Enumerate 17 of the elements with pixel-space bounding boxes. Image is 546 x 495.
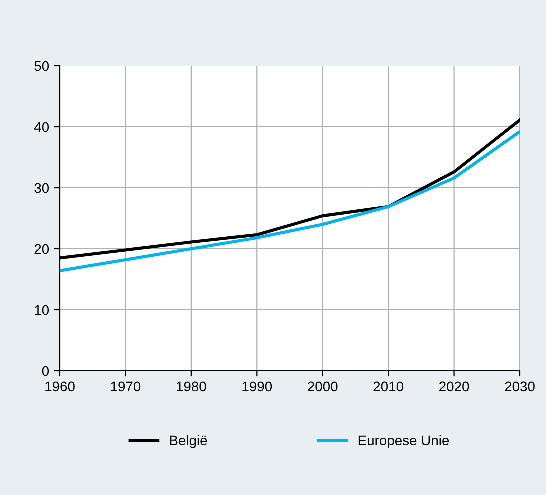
legend-label: Europese Unie: [358, 435, 450, 448]
x-tick-label: 1980: [177, 382, 206, 392]
y-tick-label: 20: [34, 244, 50, 254]
x-tick-label: 1990: [242, 382, 272, 392]
x-tick-label: 2020: [440, 382, 470, 392]
x-tick-label: 2030: [505, 382, 535, 392]
x-tick-label: 2010: [374, 382, 404, 392]
y-tick-label: 50: [34, 61, 50, 72]
y-tick-label: 10: [35, 305, 50, 316]
x-tick-label: 1960: [46, 382, 75, 392]
y-tick-label: 40: [34, 122, 50, 132]
y-tick-label: 0: [42, 366, 50, 376]
x-tick-label: 2000: [308, 382, 338, 392]
y-tick-label: 30: [34, 183, 50, 194]
x-tick-label: 1970: [111, 382, 141, 392]
legend-label: België: [170, 435, 208, 448]
line-series: [60, 130, 520, 272]
